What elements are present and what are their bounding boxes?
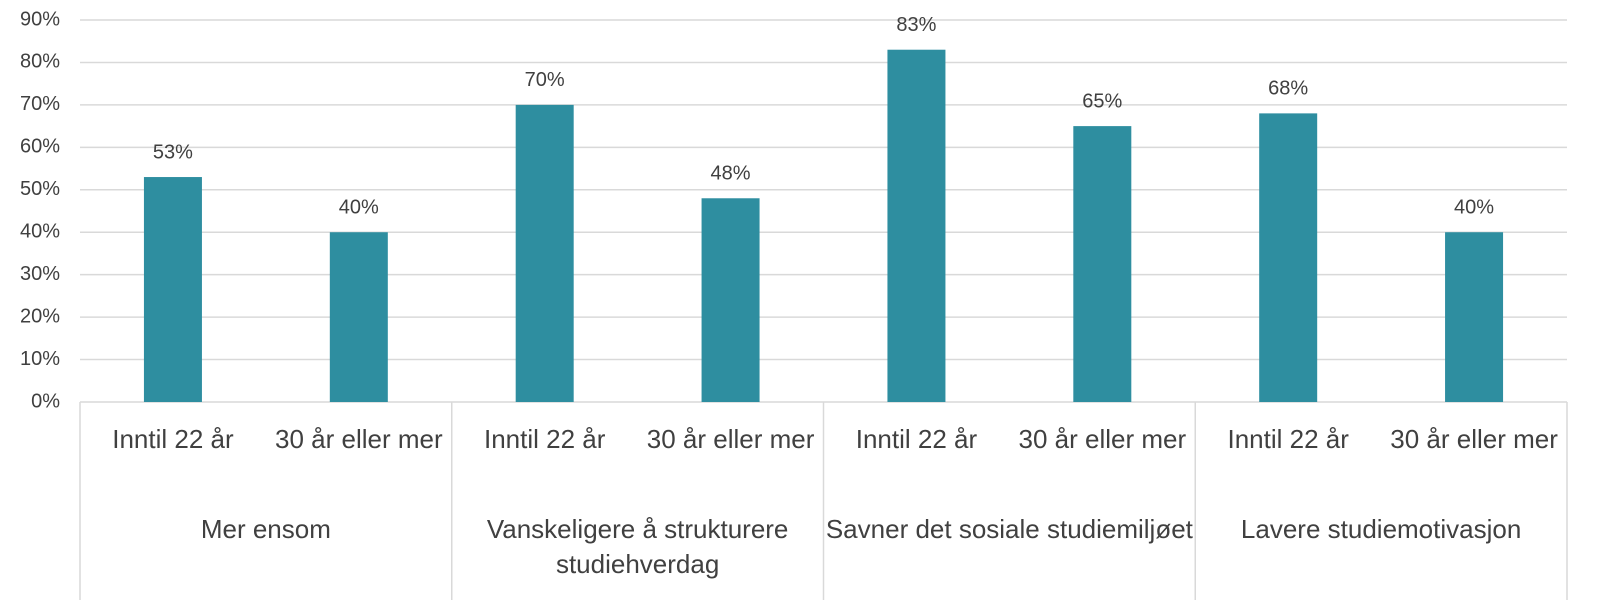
x-tick-label: Inntil 22 år xyxy=(483,424,606,454)
bar xyxy=(143,177,202,402)
x-tick-label: 30 år eller mer xyxy=(1390,424,1558,454)
data-label: 68% xyxy=(1268,78,1308,100)
y-tick-label: 60% xyxy=(20,136,60,158)
y-tick-label: 20% xyxy=(20,305,60,327)
y-tick-label: 80% xyxy=(20,51,60,73)
group-label: Mer ensom xyxy=(200,514,331,544)
data-label: 65% xyxy=(1082,90,1122,112)
bar xyxy=(515,104,574,402)
y-tick-label: 10% xyxy=(20,348,60,370)
data-label: 83% xyxy=(896,14,936,36)
x-tick-label: 30 år eller mer xyxy=(275,424,443,454)
y-tick-label: 0% xyxy=(31,390,60,412)
group-label: Lavere studiemotivasjon xyxy=(1240,514,1522,544)
data-label: 40% xyxy=(1454,197,1494,219)
y-tick-label: 40% xyxy=(20,221,60,243)
y-tick-label: 30% xyxy=(20,263,60,285)
group-label: Savner det sosiale studiemiljøet xyxy=(825,514,1193,544)
x-tick-label: 30 år eller mer xyxy=(1018,424,1187,454)
y-tick-label: 50% xyxy=(20,178,60,200)
x-tick-label: Inntil 22 år xyxy=(1227,424,1349,454)
data-label: 40% xyxy=(339,197,379,219)
data-label: 53% xyxy=(153,141,193,163)
bar xyxy=(701,198,760,402)
group-label: Vanskeligere å strukturere studiehverdag xyxy=(486,514,789,579)
x-tick-label: 30 år eller mer xyxy=(646,424,815,454)
data-label: 70% xyxy=(525,69,565,91)
x-tick-label: Inntil 22 år xyxy=(112,424,234,454)
data-label: 48% xyxy=(711,163,751,185)
x-tick-label: Inntil 22 år xyxy=(855,424,978,454)
y-tick-label: 90% xyxy=(20,8,60,30)
y-tick-label: 70% xyxy=(20,93,60,115)
bar xyxy=(329,232,388,402)
bar xyxy=(1073,126,1132,402)
bar xyxy=(1259,113,1318,402)
bar xyxy=(1445,232,1504,402)
bar xyxy=(887,49,946,402)
